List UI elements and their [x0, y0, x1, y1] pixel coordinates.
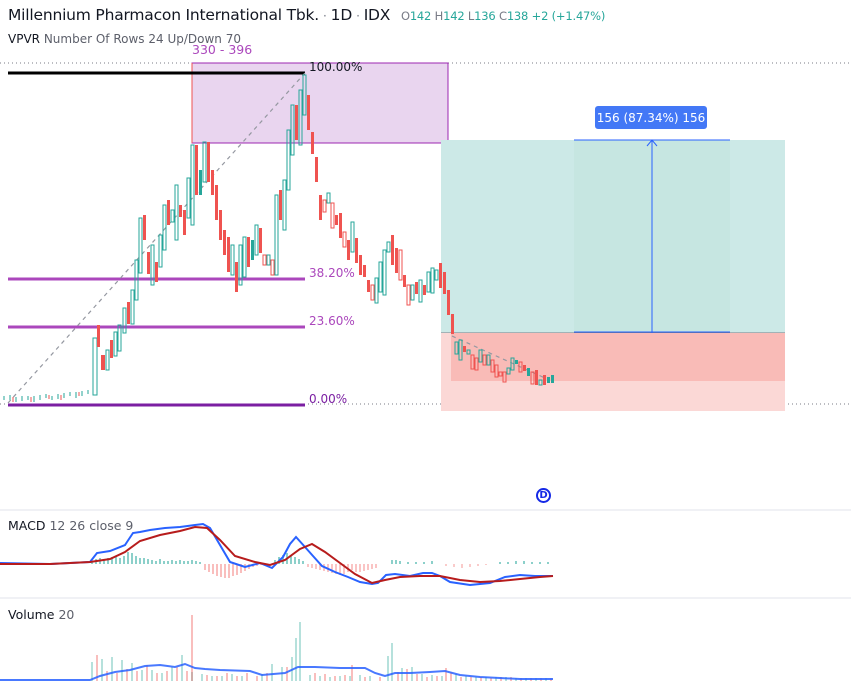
symbol-legend[interactable]: Millennium Pharmacon International Tbk. ·… — [8, 6, 605, 24]
open-label: O — [400, 9, 410, 23]
volume-ma-line — [0, 662, 553, 681]
price-range-box[interactable] — [191, 62, 449, 144]
change-value: +2 (+1.47%) — [531, 9, 606, 23]
vpvr-name: VPVR — [8, 32, 40, 46]
fib-label-38: 38.20% — [309, 266, 355, 280]
macd-params: 12 26 close 9 — [49, 518, 134, 533]
target-badge[interactable]: 156 (87.34%) 156 — [595, 106, 707, 129]
price-candles — [3, 74, 554, 402]
separator: · — [323, 9, 327, 23]
vpvr-legend[interactable]: VPVR Number Of Rows 24 Up/Down 70 — [8, 32, 241, 46]
separator: · — [356, 9, 360, 23]
low-value: 136 — [474, 9, 496, 23]
vpvr-params: Number Of Rows 24 Up/Down 70 — [43, 32, 241, 46]
open-value: 142 — [409, 9, 432, 23]
low-label: L — [467, 9, 475, 23]
fib-trend-line[interactable] — [7, 72, 306, 404]
stop-zone-inner — [451, 333, 785, 381]
volume-bars — [91, 615, 552, 681]
macd-name: MACD — [8, 518, 46, 533]
volume-legend[interactable]: Volume 20 — [8, 607, 74, 622]
trend-line[interactable] — [451, 335, 546, 379]
fib-label-23: 23.60% — [309, 314, 355, 328]
macd-line — [0, 522, 553, 587]
volume-name: Volume — [8, 607, 55, 622]
high-value: 142 — [443, 9, 465, 23]
close-value: 138 — [506, 9, 529, 23]
ohlc-values: O142 H142 L136 C138 +2 (+1.47%) — [401, 9, 605, 23]
macd-legend[interactable]: MACD 12 26 close 9 — [8, 518, 133, 533]
close-label: C — [498, 9, 507, 23]
signal-line — [0, 525, 554, 585]
exchange: IDX — [363, 6, 391, 24]
dividend-marker-icon[interactable]: D — [536, 488, 551, 503]
arrow-head-icon — [646, 139, 658, 147]
high-label: H — [434, 9, 444, 23]
price-range-label: 330 - 396 — [192, 42, 253, 57]
symbol-name: Millennium Pharmacon International Tbk. — [8, 6, 320, 24]
interval[interactable]: 1D — [330, 6, 353, 24]
fib-label-0: 0.00% — [309, 392, 348, 406]
fib-label-100: 100.00% — [309, 60, 363, 74]
volume-params: 20 — [58, 607, 75, 622]
